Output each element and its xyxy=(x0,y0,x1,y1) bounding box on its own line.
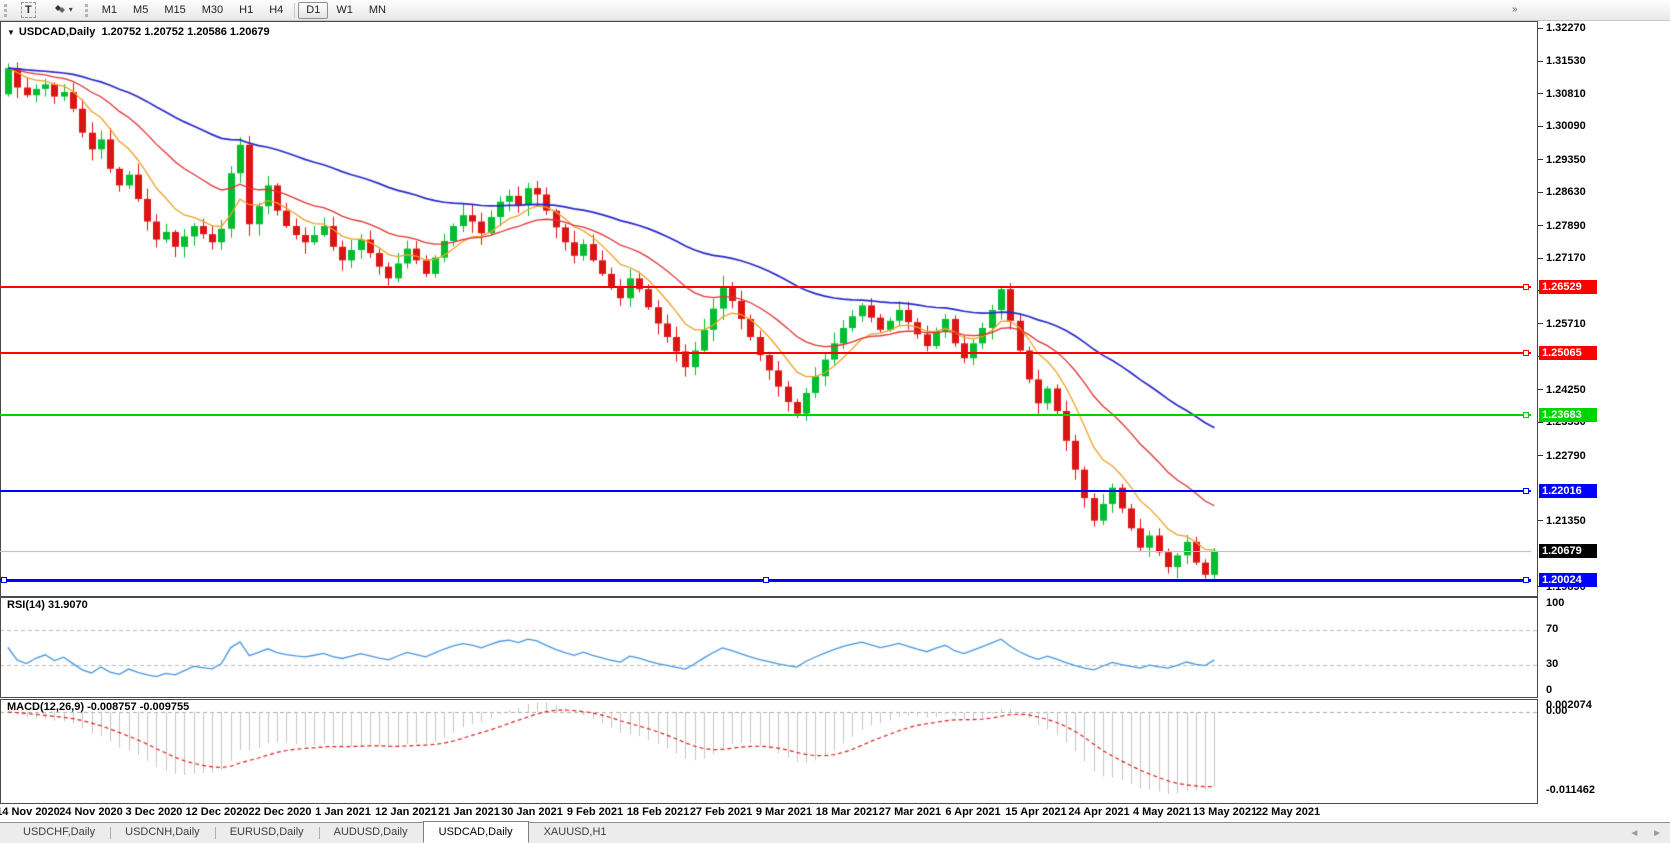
time-axis-label: 1 Jan 2021 xyxy=(315,806,371,818)
time-axis-label: 4 May 2021 xyxy=(1132,806,1192,818)
macd-scale-min: -0.011462 xyxy=(1546,784,1595,796)
current-price-line xyxy=(0,551,1531,552)
chart-title: ▼ USDCAD,Daily 1.20752 1.20752 1.20586 1.… xyxy=(7,26,270,38)
price-tick-label: 1.27890 xyxy=(1538,219,1586,233)
line-handle[interactable] xyxy=(1523,350,1529,357)
rsi-label: RSI(14) 31.9070 xyxy=(7,599,88,611)
time-axis-label: 27 Feb 2021 xyxy=(689,806,753,818)
tab-usdcnh-daily[interactable]: USDCNH,Daily xyxy=(110,823,215,843)
price-tick-label: 1.30090 xyxy=(1538,119,1586,133)
timeframe-m5-button[interactable]: M5 xyxy=(133,4,149,16)
hline-resistance-1.25065[interactable] xyxy=(0,350,1531,357)
text-tool-icon: T xyxy=(21,2,36,18)
price-badge-1.22016: 1.22016 xyxy=(1539,483,1597,498)
timeframe-m30-button[interactable]: M30 xyxy=(201,4,224,16)
timeframe-m1-button[interactable]: M1 xyxy=(101,4,118,16)
price-badge-1.26529: 1.26529 xyxy=(1539,279,1597,294)
macd-label: MACD(12,26,9) -0.008757 -0.009755 xyxy=(7,701,190,713)
main-chart-panel[interactable] xyxy=(0,21,1538,597)
hline-support-1.22016[interactable] xyxy=(0,487,1531,494)
time-axis-label: 3 Dec 2020 xyxy=(125,806,183,818)
hline-support-1.23683[interactable] xyxy=(0,412,1531,419)
price-tick-label: 1.29350 xyxy=(1538,153,1586,167)
line-handle[interactable] xyxy=(1523,283,1529,290)
time-axis-label: 18 Mar 2021 xyxy=(815,806,879,818)
symbol-name: USDCAD,Daily xyxy=(18,26,96,38)
current-price-badge: 1.20679 xyxy=(1539,543,1597,558)
timeframe-m15-button[interactable]: M15 xyxy=(164,4,186,16)
price-badge-1.25065: 1.25065 xyxy=(1539,346,1597,361)
price-tick-label: 1.27170 xyxy=(1538,251,1586,265)
toolbar-separator xyxy=(294,2,296,18)
timeframe-mn-button[interactable]: MN xyxy=(368,4,386,16)
timeframe-w1-button[interactable]: W1 xyxy=(336,4,353,16)
price-tick-label: 1.32270 xyxy=(1538,21,1586,35)
time-axis-label: 12 Dec 2020 xyxy=(185,806,249,818)
chevron-down-icon: ▾ xyxy=(68,5,73,14)
time-axis-label: 21 Jan 2021 xyxy=(438,806,500,818)
tab-scroll-arrows: ◄ ► xyxy=(1619,828,1662,839)
pointer-mode-button[interactable]: ▾ xyxy=(44,2,81,19)
line-handle[interactable] xyxy=(1,577,7,584)
time-axis-label: 18 Feb 2021 xyxy=(626,806,690,818)
line-handle[interactable] xyxy=(1523,577,1529,584)
price-tick-label: 1.28630 xyxy=(1538,185,1586,199)
time-axis-label: 12 Jan 2021 xyxy=(375,806,437,818)
price-badge-1.23683: 1.23683 xyxy=(1539,408,1597,423)
toolbar-grip xyxy=(4,3,9,17)
hline-support-1.20024[interactable] xyxy=(0,577,1531,584)
time-axis-label: 13 May 2021 xyxy=(1192,806,1258,818)
scroll-right-icon[interactable]: ► xyxy=(1652,828,1662,839)
macd-scale-max: 0.002074 xyxy=(1546,699,1592,711)
rsi-scale-30: 30 xyxy=(1546,658,1559,670)
collapse-triangle-icon[interactable]: ▼ xyxy=(7,28,15,37)
rsi-scale-0: 0 xyxy=(1546,684,1553,696)
time-axis-label: 27 Mar 2021 xyxy=(878,806,942,818)
price-badge-1.20024: 1.20024 xyxy=(1539,573,1597,588)
time-axis-label: 6 Apr 2021 xyxy=(945,806,1001,818)
toolbar: T ▾ M1 M5 M15 M30 H1 H4 D1 W1 MN » xyxy=(0,0,1670,21)
price-tick-label: 1.25710 xyxy=(1538,317,1586,331)
time-axis-label: 9 Mar 2021 xyxy=(755,806,813,818)
line-handle[interactable] xyxy=(763,577,769,584)
price-tick-label: 1.24250 xyxy=(1538,383,1586,397)
timeframe-h1-button[interactable]: H1 xyxy=(239,4,254,16)
time-axis-label: 14 Nov 2020 xyxy=(0,806,60,818)
price-tick-label: 1.31530 xyxy=(1538,54,1586,68)
price-tick-label: 1.21350 xyxy=(1538,514,1586,528)
macd-panel[interactable] xyxy=(0,699,1538,804)
scroll-left-icon[interactable]: ◄ xyxy=(1629,828,1640,839)
price-chart-canvas[interactable] xyxy=(0,21,1538,804)
tab-audusd-daily[interactable]: AUDUSD,Daily xyxy=(318,823,423,843)
chart-tab-bar: USDCHF,Daily USDCNH,Daily EURUSD,Daily A… xyxy=(0,821,1670,843)
tab-xauusd-h1[interactable]: XAUUSD,H1 xyxy=(543,826,607,838)
line-handle[interactable] xyxy=(1523,412,1529,419)
time-axis-label: 15 Apr 2021 xyxy=(1005,806,1067,818)
macd-scale-zero: 0.00 xyxy=(1546,705,1568,718)
hline-resistance-1.26529[interactable] xyxy=(0,283,1531,290)
rsi-scale-70: 70 xyxy=(1546,623,1559,635)
rsi-scale-100: 100 xyxy=(1546,597,1565,609)
text-tool-button[interactable]: T xyxy=(13,2,44,19)
time-axis-label: 24 Nov 2020 xyxy=(59,806,123,818)
tab-usdchf-daily[interactable]: USDCHF,Daily xyxy=(23,826,96,838)
toolbar-separator xyxy=(84,3,90,17)
tab-eurusd-daily[interactable]: EURUSD,Daily xyxy=(214,823,319,843)
tab-usdcad-daily[interactable]: USDCAD,Daily xyxy=(422,821,529,843)
time-axis-label: 30 Jan 2021 xyxy=(501,806,563,818)
toolbar-overflow-icon[interactable]: » xyxy=(1512,4,1518,15)
rsi-panel[interactable] xyxy=(0,597,1538,698)
pointer-mode-icon xyxy=(52,2,66,18)
ohlc-quote: 1.20752 1.20752 1.20586 1.20679 xyxy=(101,26,270,38)
timeframe-d1-button[interactable]: D1 xyxy=(298,1,329,19)
time-axis-label: 9 Feb 2021 xyxy=(566,806,624,818)
time-axis-label: 22 May 2021 xyxy=(1255,806,1321,818)
time-axis-label: 22 Dec 2020 xyxy=(248,806,312,818)
time-axis-label: 24 Apr 2021 xyxy=(1068,806,1130,818)
timeframe-h4-button[interactable]: H4 xyxy=(269,4,284,16)
line-handle[interactable] xyxy=(1523,487,1529,494)
price-tick-label: 1.22790 xyxy=(1538,449,1586,463)
price-tick-label: 1.30810 xyxy=(1538,87,1586,101)
